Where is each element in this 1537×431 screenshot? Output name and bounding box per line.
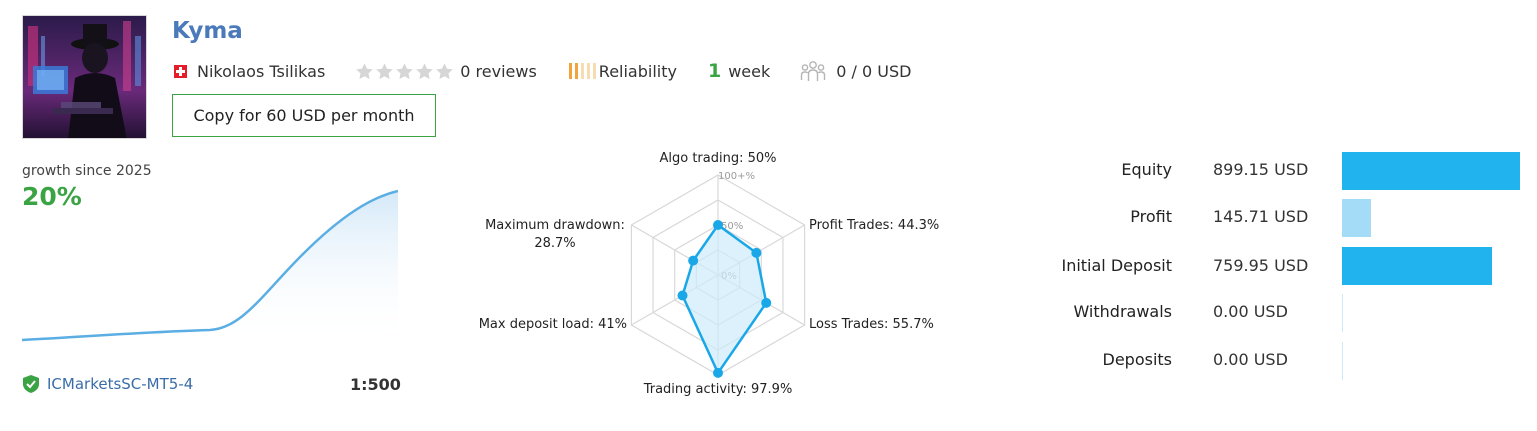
radar-point xyxy=(751,247,762,258)
stat-value-withdrawals: 0.00 USD xyxy=(1213,302,1288,321)
broker-server[interactable]: ICMarketsSC-MT5-4 xyxy=(22,374,193,394)
stat-bar-initial-deposit xyxy=(1342,247,1492,285)
growth-value: 20% xyxy=(22,182,82,211)
leverage-value: 1:500 xyxy=(350,375,401,394)
broker-name[interactable]: ICMarketsSC-MT5-4 xyxy=(47,375,194,393)
stat-bar-profit xyxy=(1342,199,1371,237)
verified-shield-icon xyxy=(23,375,39,393)
star-icon xyxy=(436,62,454,79)
radar-point xyxy=(713,220,723,230)
copy-signal-button[interactable]: Copy for 60 USD per month xyxy=(172,94,436,137)
signal-avatar[interactable] xyxy=(22,15,147,139)
stat-label-profit: Profit xyxy=(1130,207,1172,226)
radar-chart: 100+% 50% 0% Algo trading: 50% Profit Tr… xyxy=(479,151,940,397)
stat-label-equity: Equity xyxy=(1121,160,1172,179)
reliability-label: Reliability xyxy=(598,61,677,81)
rating-stars xyxy=(355,62,454,81)
star-icon xyxy=(356,62,374,79)
stat-label-deposits: Deposits xyxy=(1102,350,1173,369)
subscribers-funds: 0 / 0 USD xyxy=(836,61,912,81)
radar-point xyxy=(688,255,699,266)
stat-value-equity: 899.15 USD xyxy=(1213,160,1309,179)
author-name[interactable]: Nikolaos Tsilikas xyxy=(197,61,326,81)
stat-label-initial-deposit: Initial Deposit xyxy=(1061,256,1172,275)
signal-title[interactable]: Kyma xyxy=(172,18,243,44)
signal-meta-row: Nikolaos Tsilikas 0 reviews Reliability … xyxy=(174,60,911,82)
weeks-unit: week xyxy=(728,61,771,81)
weeks-count: 1 xyxy=(707,60,722,82)
radar-point xyxy=(677,290,688,301)
radar-data-polygon xyxy=(681,223,768,376)
radar-label-algo-trading: Algo trading: 50% xyxy=(659,151,776,166)
growth-line xyxy=(22,189,398,342)
star-icon xyxy=(376,62,394,79)
growth-area xyxy=(22,191,398,345)
radar-points xyxy=(677,220,772,378)
radar-point xyxy=(761,297,772,308)
stat-bar-deposits xyxy=(1342,342,1343,380)
radar-label-trading-activity: Trading activity: 97.9% xyxy=(643,382,793,397)
radar-label-loss-trades: Loss Trades: 55.7% xyxy=(809,317,934,332)
stat-value-deposits: 0.00 USD xyxy=(1213,350,1288,369)
stat-value-initial-deposit: 759.95 USD xyxy=(1213,256,1309,275)
growth-chart[interactable] xyxy=(22,185,398,345)
avatar-image xyxy=(23,16,146,138)
stat-value-profit: 145.71 USD xyxy=(1213,207,1309,226)
stat-bar-equity xyxy=(1342,152,1520,190)
star-icon xyxy=(396,62,414,79)
radar-scale-mid: 50% xyxy=(721,221,743,232)
growth-label: growth since 2025 xyxy=(22,163,152,179)
switzerland-flag-icon xyxy=(174,64,187,78)
reliability-bars-icon xyxy=(568,63,596,79)
stat-label-withdrawals: Withdrawals xyxy=(1073,302,1172,321)
radar-label-max-drawdown-value: 28.7% xyxy=(534,236,575,251)
radar-point xyxy=(713,367,723,378)
reviews-link[interactable]: 0 reviews xyxy=(460,61,537,81)
star-icon xyxy=(416,62,434,79)
radar-label-profit-trades: Profit Trades: 44.3% xyxy=(809,218,939,233)
stat-bar-withdrawals xyxy=(1342,294,1343,332)
subscribers-icon xyxy=(801,61,826,81)
radar-label-max-deposit-load: Max deposit load: 41% xyxy=(479,317,627,332)
radar-scale-top: 100+% xyxy=(718,171,755,182)
radar-label-max-drawdown: Maximum drawdown: xyxy=(485,218,625,233)
